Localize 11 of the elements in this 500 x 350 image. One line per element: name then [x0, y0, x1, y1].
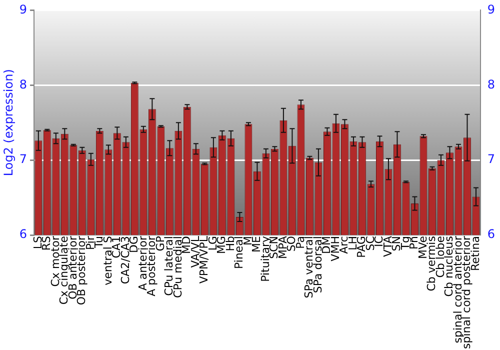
y-tick-label: 7	[19, 152, 28, 166]
y-axis-title: Log2 (expression)	[1, 69, 16, 176]
y-tick-label: 6	[19, 227, 28, 242]
x-tick-label: A posterior	[145, 236, 158, 296]
y-tick-label: 8	[19, 77, 28, 92]
y-tick-label: 9	[19, 2, 28, 16]
y2-tick-label: 7	[487, 152, 496, 166]
y2-tick-label: 9	[487, 2, 496, 16]
x-tick-label: OB posterior	[75, 236, 88, 306]
y2-tick-label: 6	[487, 227, 496, 242]
y2-tick-label: 8	[487, 77, 496, 92]
